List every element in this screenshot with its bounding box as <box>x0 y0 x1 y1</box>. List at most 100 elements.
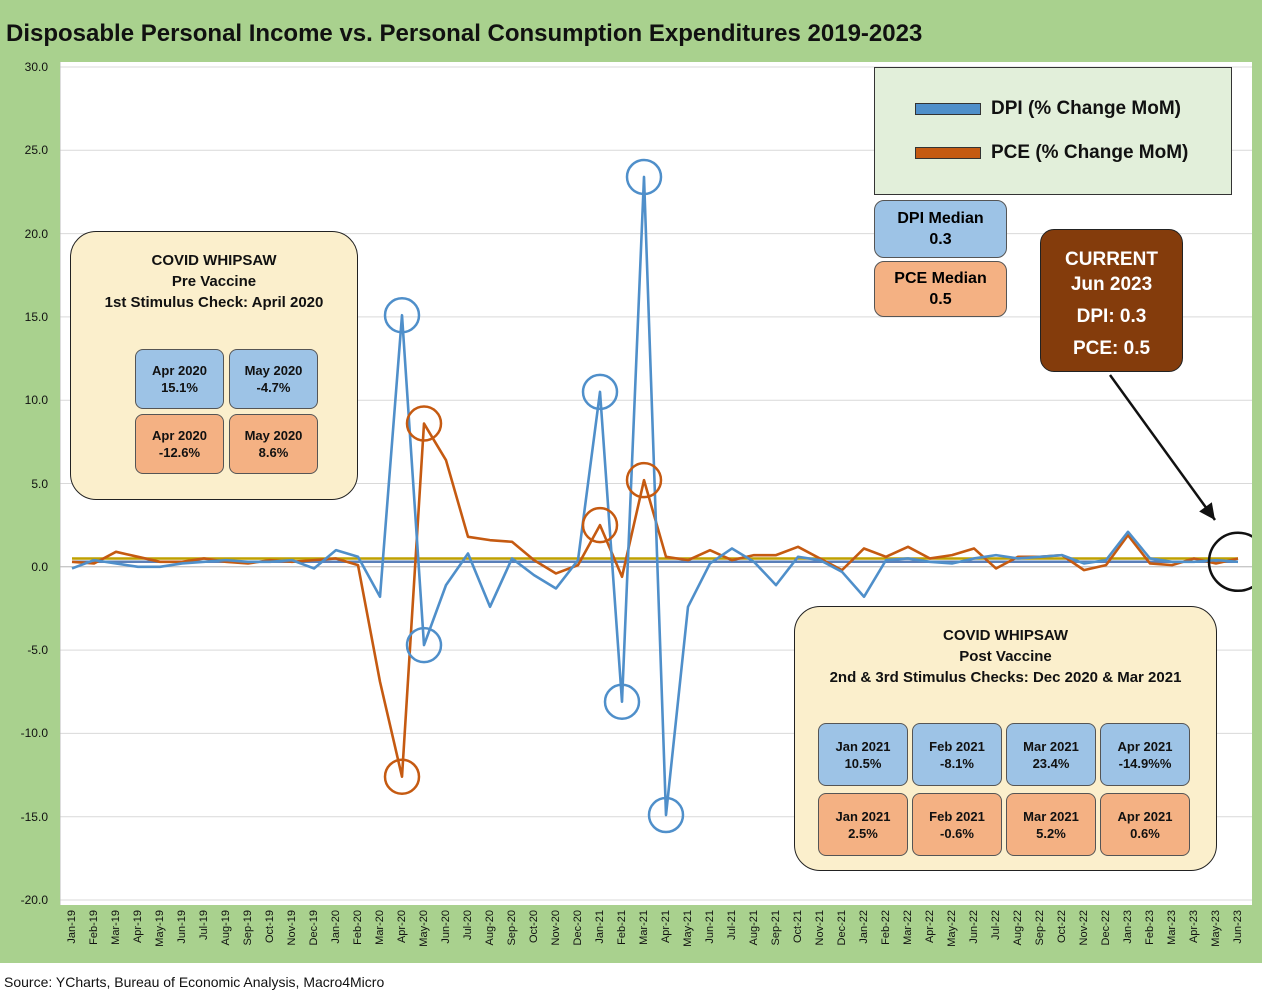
y-tick-label: -15.0 <box>20 809 48 824</box>
x-tick-label: Dec-19 <box>308 910 320 946</box>
x-tick-label: Nov-20 <box>550 910 562 946</box>
highlight-circle <box>581 373 619 411</box>
cell-value: 15.1% <box>161 380 198 395</box>
x-tick-label: Mar-20 <box>374 910 386 945</box>
x-tick-label: Aug-19 <box>220 910 232 946</box>
cell-value: -4.7% <box>256 380 291 395</box>
pre-vaccine-heading: COVID WHIPSAW <box>151 252 277 269</box>
post-pce-cell: Mar 2021 5.2% <box>1006 793 1096 856</box>
x-tick-label: May-21 <box>682 910 694 947</box>
legend: DPI (% Change MoM) PCE (% Change MoM) <box>874 67 1232 195</box>
cell-month: Apr 2021 <box>1117 808 1173 824</box>
y-tick-label: -10.0 <box>20 726 48 741</box>
x-tick-label: Jan-22 <box>858 910 870 944</box>
pre-vaccine-subheading: Pre Vaccine <box>171 273 257 290</box>
legend-swatch-pce <box>915 147 981 159</box>
x-tick-label: Dec-22 <box>1100 910 1112 946</box>
x-tick-label: Jul-21 <box>726 910 738 940</box>
x-tick-label: May-19 <box>154 910 166 947</box>
dpi-median-value: 0.3 <box>929 231 952 248</box>
cell-month: Jan 2021 <box>835 738 891 754</box>
cell-month: Mar 2021 <box>1023 808 1079 824</box>
x-tick-label: Sep-22 <box>1034 910 1046 946</box>
x-tick-label: Feb-22 <box>880 910 892 945</box>
x-tick-label: Aug-21 <box>748 910 760 946</box>
x-tick-label: Jun-19 <box>176 910 188 944</box>
current-arrow-shaft <box>1108 374 1217 521</box>
highlight-circle <box>625 461 663 499</box>
x-tick-label: Jun-22 <box>968 910 980 944</box>
cell-month: Feb 2021 <box>929 738 985 754</box>
x-tick-label: Jan-23 <box>1122 910 1134 944</box>
x-tick-label: Apr-19 <box>132 910 144 944</box>
x-tick-label: Mar-23 <box>1166 910 1178 945</box>
y-tick-label: 30.0 <box>24 60 48 74</box>
cell-value: 23.4% <box>1032 755 1070 771</box>
dpi-median-label: DPI Median <box>897 210 984 227</box>
x-tick-label: Sep-20 <box>506 910 518 946</box>
highlight-circle <box>603 683 641 720</box>
pre-pce-cell: May 2020 8.6% <box>229 414 318 474</box>
post-dpi-cell: Apr 2021 -14.9%% <box>1100 723 1190 786</box>
x-tick-label: Jul-22 <box>990 910 1002 940</box>
pce-median-box: PCE Median 0.5 <box>874 261 1007 317</box>
cell-month: Apr 2020 <box>152 428 207 443</box>
y-tick-label: 25.0 <box>24 143 48 158</box>
post-dpi-cell: Mar 2021 23.4% <box>1006 723 1096 786</box>
current-dpi: DPI: 0.3 <box>1076 306 1147 327</box>
x-tick-label: Oct-21 <box>792 910 804 944</box>
x-tick-label: Nov-19 <box>286 910 298 946</box>
x-tick-label: Sep-19 <box>242 910 254 946</box>
pre-vaccine-note: 1st Stimulus Check: April 2020 <box>104 294 324 311</box>
cell-month: Feb 2021 <box>929 808 985 824</box>
x-tick-label: Oct-20 <box>528 910 540 944</box>
cell-month: Jan 2021 <box>835 808 891 824</box>
legend-swatch-dpi <box>915 103 981 115</box>
highlight-circle <box>405 405 443 442</box>
x-tick-label: May-22 <box>946 910 958 947</box>
pre-dpi-cell: Apr 2020 15.1% <box>135 349 224 409</box>
cell-month: May 2020 <box>244 363 303 378</box>
y-tick-label: -20.0 <box>20 893 48 907</box>
cell-month: May 2020 <box>244 428 303 443</box>
post-dpi-cell: Jan 2021 10.5% <box>818 723 908 786</box>
current-period: Jun 2023 <box>1070 274 1153 295</box>
y-tick-label: 10.0 <box>24 393 48 408</box>
post-vaccine-subheading: Post Vaccine <box>959 648 1052 665</box>
current-pce: PCE: 0.5 <box>1072 338 1151 359</box>
x-tick-label: Sep-21 <box>770 910 782 946</box>
x-tick-label: Oct-22 <box>1056 910 1068 944</box>
x-tick-label: Apr-23 <box>1188 910 1200 944</box>
dpi-line <box>71 175 1239 817</box>
x-tick-label: Aug-20 <box>484 910 496 946</box>
cell-month: Mar 2021 <box>1023 738 1079 754</box>
cell-value: 8.6% <box>258 445 289 460</box>
post-pce-cell: Apr 2021 0.6% <box>1100 793 1190 856</box>
current-title: CURRENT <box>1065 249 1158 270</box>
pce-median-value: 0.5 <box>929 291 952 308</box>
x-tick-label: Jan-21 <box>594 910 606 944</box>
post-vaccine-note: 2nd & 3rd Stimulus Checks: Dec 2020 & Ma… <box>829 669 1182 686</box>
legend-item-dpi: DPI (% Change MoM) <box>915 98 1181 120</box>
x-tick-label: Dec-21 <box>836 910 848 946</box>
x-tick-label: Nov-22 <box>1078 910 1090 946</box>
x-tick-label: Jul-19 <box>198 910 210 940</box>
legend-label-pce: PCE (% Change MoM) <box>991 142 1189 163</box>
cell-month: Apr 2021 <box>1117 738 1173 754</box>
post-vaccine-callout: COVID WHIPSAW Post Vaccine 2nd & 3rd Sti… <box>794 606 1217 871</box>
post-vaccine-heading: COVID WHIPSAW <box>942 627 1068 644</box>
legend-item-pce: PCE (% Change MoM) <box>915 142 1188 164</box>
x-tick-label: Mar-21 <box>638 910 650 945</box>
pre-dpi-cell: May 2020 -4.7% <box>229 349 318 409</box>
x-tick-label: Jun-20 <box>440 910 452 944</box>
x-tick-label: Mar-19 <box>110 910 122 945</box>
x-tick-label: May-23 <box>1210 910 1222 947</box>
cell-value: -12.6% <box>158 445 201 460</box>
post-dpi-cell: Feb 2021 -8.1% <box>912 723 1002 786</box>
y-tick-label: -5.0 <box>27 643 48 658</box>
legend-label-dpi: DPI (% Change MoM) <box>991 98 1181 119</box>
x-tick-label: Jun-23 <box>1232 910 1244 944</box>
x-tick-label: Aug-22 <box>1012 910 1024 946</box>
highlight-circle <box>383 296 421 334</box>
x-tick-label: Nov-21 <box>814 910 826 946</box>
